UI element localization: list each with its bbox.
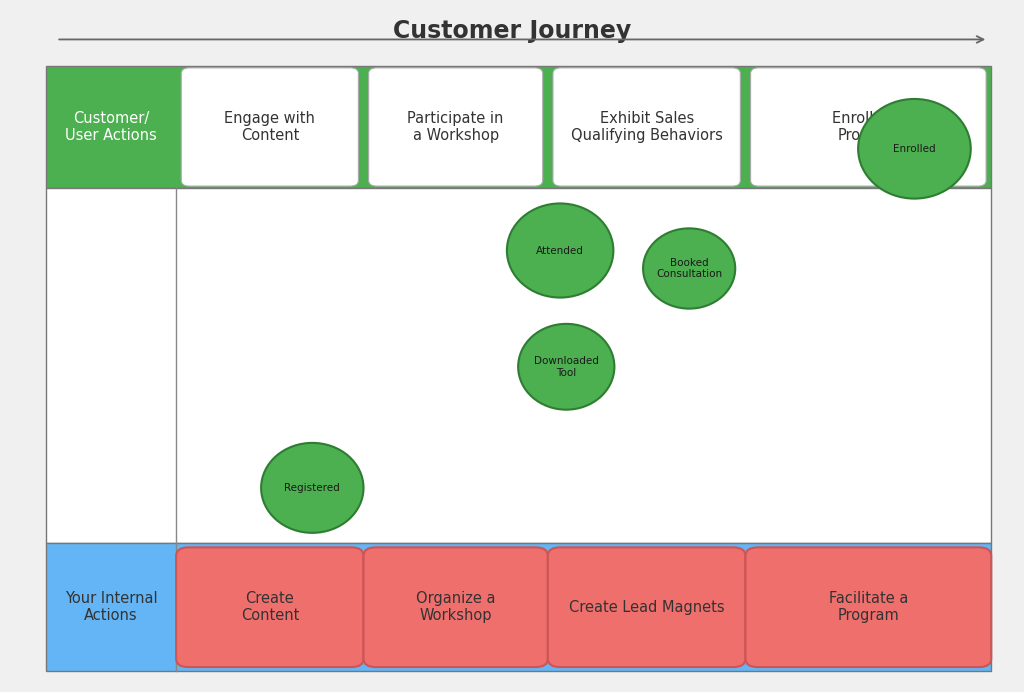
Text: Enroll in a
Program: Enroll in a Program [831,111,905,143]
Text: Exhibit Sales
Qualifying Behaviors: Exhibit Sales Qualifying Behaviors [570,111,723,143]
Text: Downloaded
Tool: Downloaded Tool [534,356,599,378]
FancyBboxPatch shape [46,543,991,671]
Text: Attended: Attended [537,246,584,255]
Ellipse shape [518,324,614,410]
FancyBboxPatch shape [548,547,745,667]
Ellipse shape [507,203,613,298]
Text: Booked
Consultation: Booked Consultation [656,257,722,280]
FancyBboxPatch shape [553,68,740,186]
FancyBboxPatch shape [364,547,548,667]
FancyBboxPatch shape [751,68,986,186]
Text: Participate in
a Workshop: Participate in a Workshop [408,111,504,143]
Text: Facilitate a
Program: Facilitate a Program [828,591,908,623]
Ellipse shape [858,99,971,199]
Text: Customer/
User Actions: Customer/ User Actions [66,111,157,143]
Text: Your Internal
Actions: Your Internal Actions [65,591,158,623]
FancyBboxPatch shape [369,68,543,186]
FancyBboxPatch shape [745,547,991,667]
Ellipse shape [261,443,364,533]
FancyBboxPatch shape [181,68,358,186]
FancyBboxPatch shape [46,66,991,188]
Text: Create
Content: Create Content [241,591,299,623]
Text: Create Lead Magnets: Create Lead Magnets [569,600,724,614]
Ellipse shape [643,228,735,309]
Text: Organize a
Workshop: Organize a Workshop [416,591,496,623]
Text: Engage with
Content: Engage with Content [224,111,315,143]
FancyBboxPatch shape [176,547,364,667]
Text: Customer Journey: Customer Journey [393,19,631,43]
Text: Registered: Registered [285,483,340,493]
FancyBboxPatch shape [46,188,991,543]
Text: Enrolled: Enrolled [893,144,936,154]
